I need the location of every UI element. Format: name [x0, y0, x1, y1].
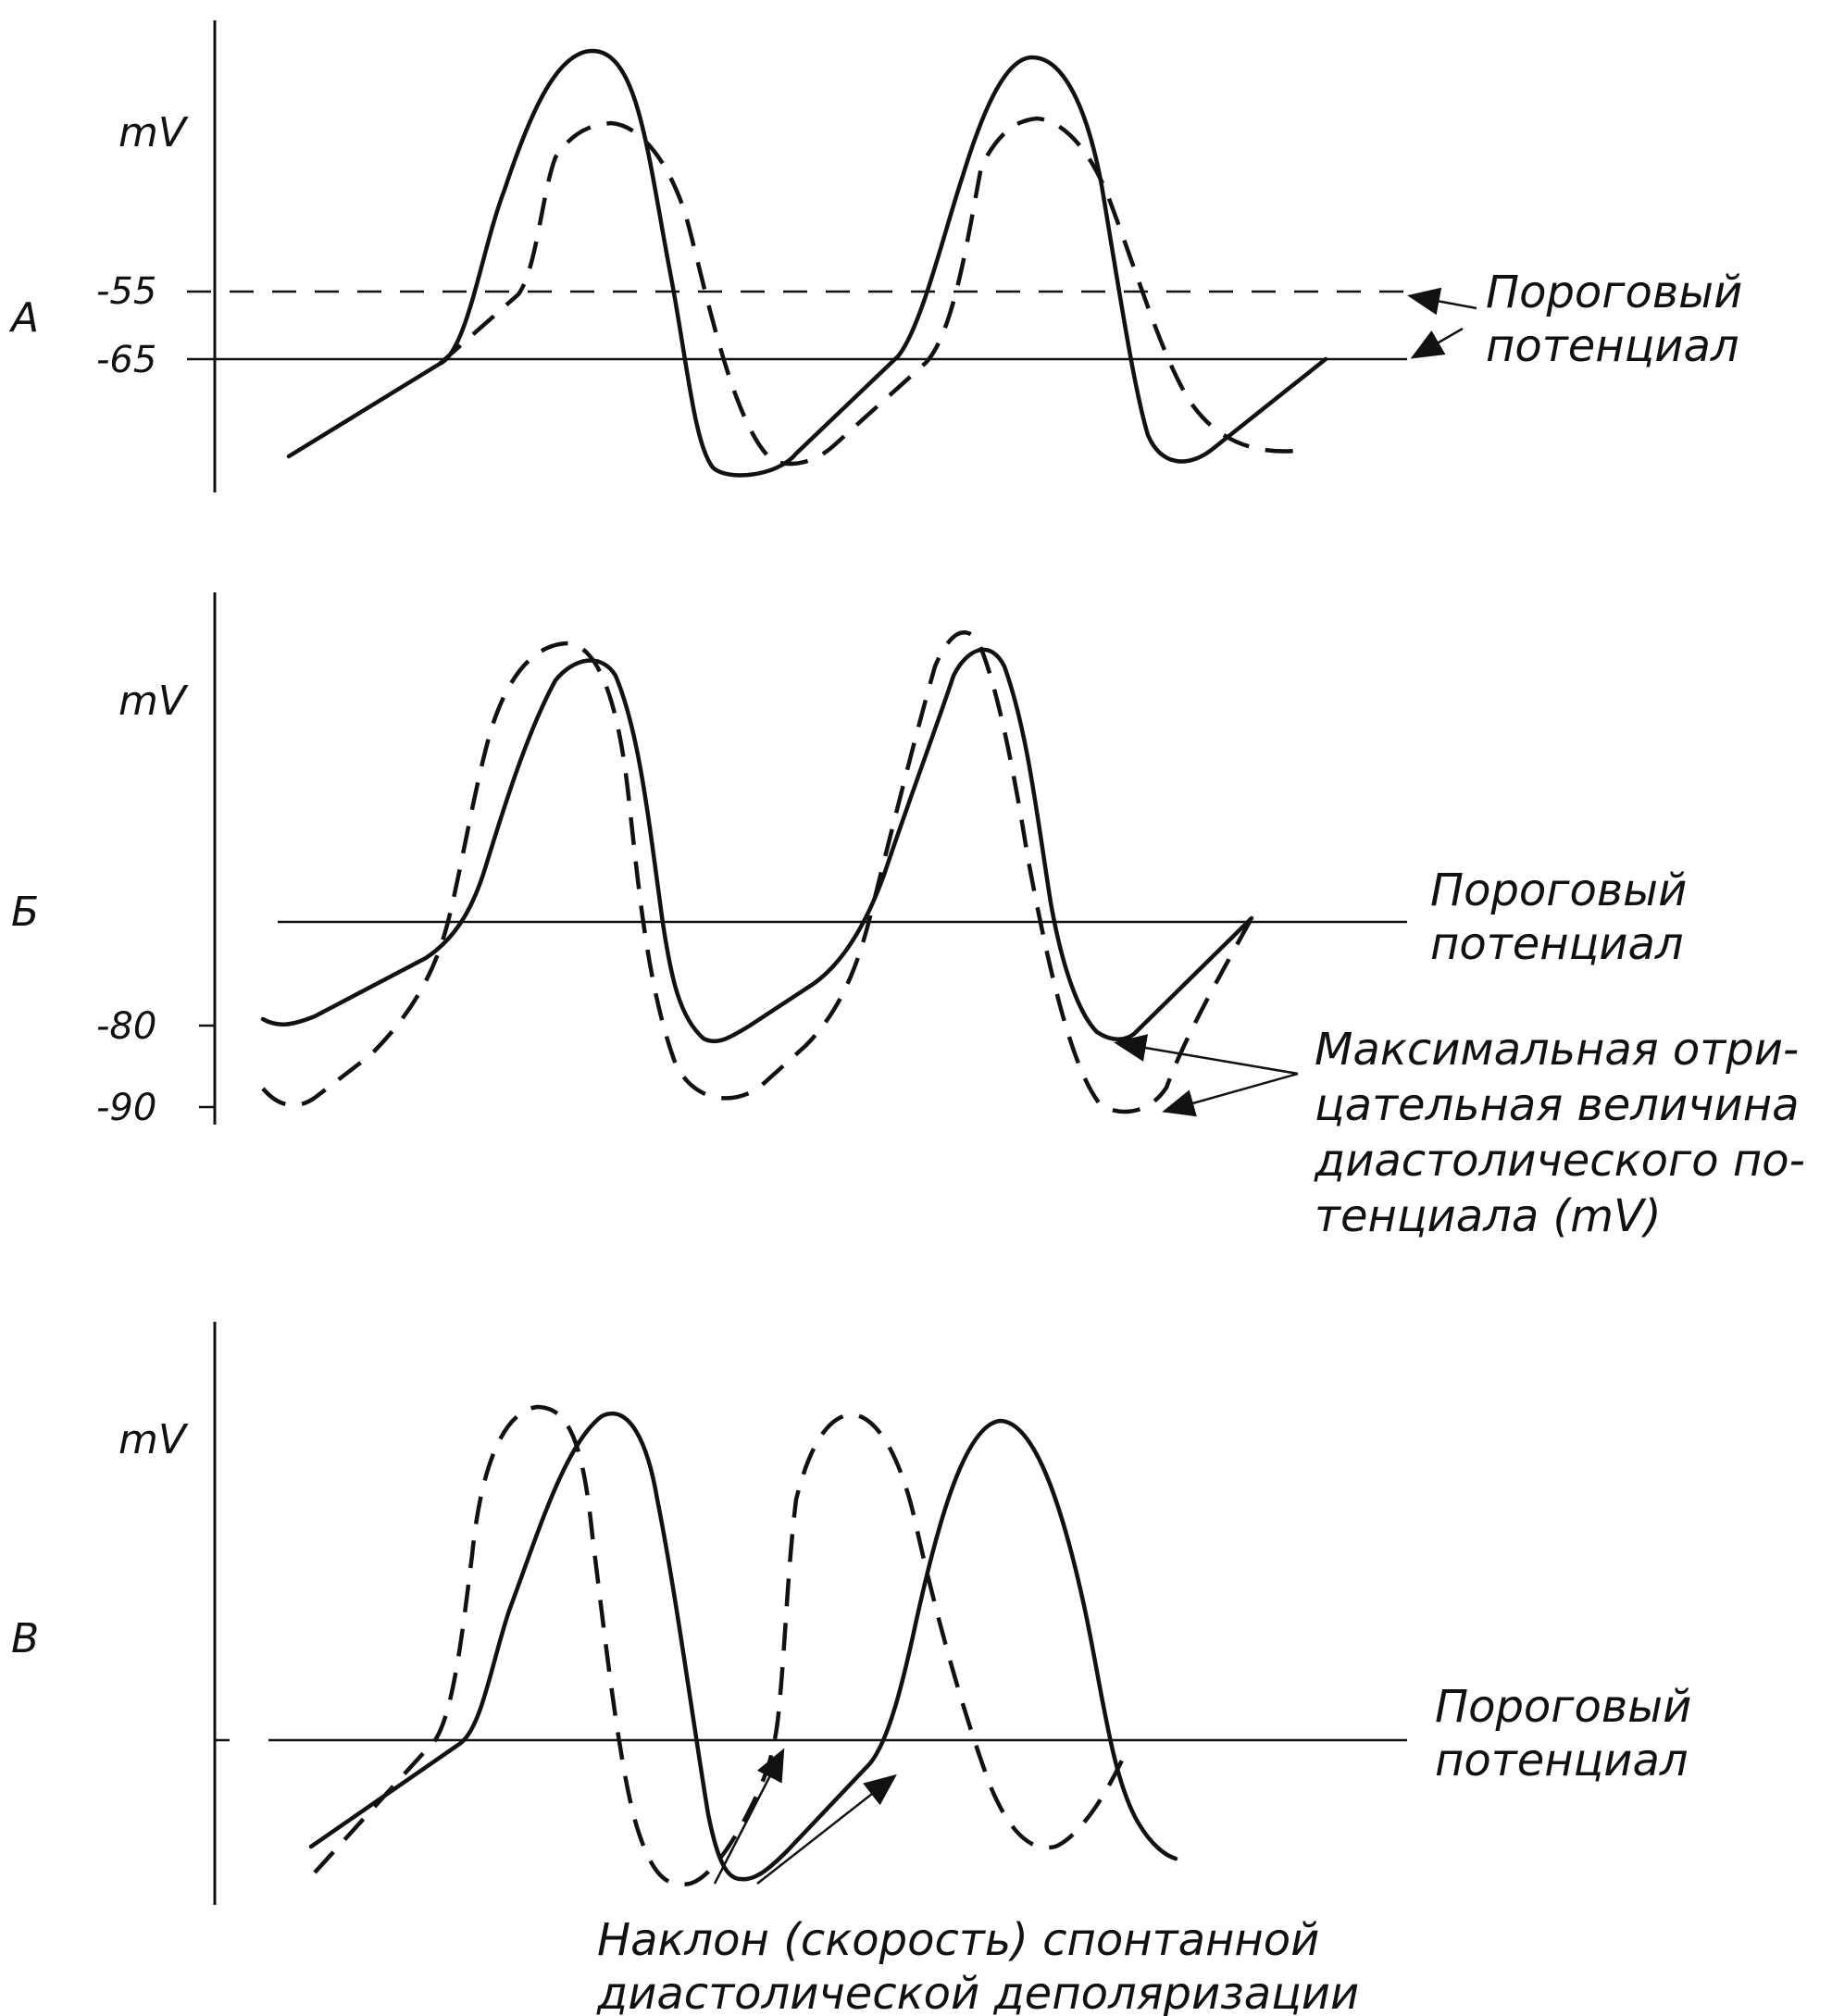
panel-a-tick-65: -65 — [96, 339, 156, 381]
panel-a: mV А -55 -65 Пороговый потенциал — [8, 20, 1742, 492]
panel-b-threshold-label-line1: Пороговый — [1430, 865, 1687, 916]
panel-c-note-line1: Наклон (скорость) спонтанной — [597, 1914, 1319, 1966]
panel-b-unit-label: mV — [118, 678, 189, 725]
panel-a-unit-label: mV — [118, 109, 189, 156]
panel-c-arrow-solid-slope — [756, 1773, 897, 1885]
panel-b-arrow-to-dashed-min — [1162, 1072, 1299, 1117]
panel-a-threshold-note-line1: Пороговый — [1486, 267, 1742, 318]
panel-c-dashed-trace — [313, 1404, 1128, 1887]
panel-a-solid-trace — [286, 48, 1328, 478]
panel-c-threshold-label-line2: потенциал — [1435, 1735, 1689, 1786]
panel-b-tick-90: -90 — [96, 1087, 156, 1129]
panel-c-note-line2: диастолической деполяризации — [596, 1968, 1359, 2016]
panel-c-solid-trace — [308, 1412, 1178, 1882]
panel-b-note-line3: диастолического по- — [1314, 1135, 1805, 1187]
panel-a-dashed-trace — [438, 116, 1297, 467]
panel-b-note-line4: тенциала (mV) — [1315, 1190, 1662, 1242]
panel-c-unit-label: mV — [118, 1416, 189, 1463]
panel-b-arrow-to-solid-min — [1114, 1034, 1299, 1076]
panel-c-arrow-dashed-slope — [713, 1748, 785, 1885]
panel-b: mV Б -80 -90 Пороговый потенциал Максима… — [11, 592, 1805, 1242]
panel-a-arrow-65 — [1410, 327, 1464, 359]
panel-b-solid-trace — [260, 647, 1254, 1044]
panel-a-arrow-55 — [1407, 287, 1477, 316]
panel-c-threshold-label-line1: Пороговый — [1435, 1681, 1691, 1733]
panel-b-letter: Б — [11, 889, 39, 936]
panel-c: mV В Пороговый потенциал Наклон (скорост… — [11, 1322, 1691, 2016]
panel-b-threshold-label-line2: потенциал — [1430, 918, 1684, 970]
panel-b-dashed-trace — [261, 630, 1253, 1114]
panel-b-note-line1: Максимальная отри- — [1315, 1024, 1799, 1076]
panel-a-tick-55: -55 — [96, 270, 156, 313]
panel-b-note-line2: цательная величина — [1315, 1079, 1800, 1131]
panel-a-letter: А — [8, 294, 39, 342]
panel-c-letter: В — [11, 1615, 39, 1662]
panel-b-tick-80: -80 — [96, 1005, 156, 1048]
panel-a-threshold-note-line2: потенциал — [1486, 320, 1739, 372]
